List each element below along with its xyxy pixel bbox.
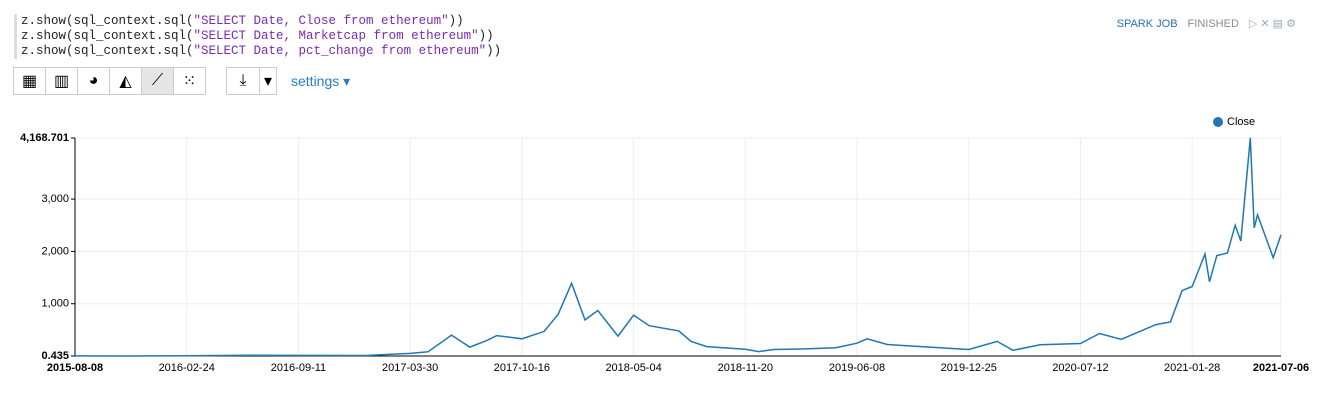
code-string: "SELECT Date, Close from ethereum" <box>193 14 449 28</box>
x-tick-label: 2018-05-04 <box>605 362 661 374</box>
toolbar: ▦ ▥ ◕ ◭ ⟋ ⁙ ⤓ ▾ settings ▾ <box>13 67 351 95</box>
code-suffix: )) <box>448 14 464 28</box>
y-tick-label: 4,168.701 <box>20 132 69 144</box>
line-button[interactable]: ⟋ <box>141 67 174 95</box>
x-tick-label: 2021-07-06 <box>1253 362 1309 374</box>
area-button[interactable]: ◭ <box>109 67 142 95</box>
x-tick-label: 2016-09-11 <box>271 362 326 374</box>
y-tick-label: 0.435 <box>41 350 69 362</box>
code-suffix: )) <box>486 44 502 58</box>
x-tick-label: 2020-07-12 <box>1052 362 1108 374</box>
code-suffix: )) <box>478 29 494 43</box>
download-menu[interactable]: ▾ <box>259 67 277 95</box>
settings-menu[interactable]: settings ▾ <box>291 72 351 89</box>
line <box>74 137 1282 357</box>
code-prefix: z.show(sql_context.sql( <box>21 44 194 58</box>
x-tick-label: 2019-06-08 <box>829 362 885 374</box>
legend-marker <box>1213 117 1223 127</box>
x-tick-label: 2019-12-25 <box>941 362 997 374</box>
x-tick-label: 2021-01-28 <box>1164 362 1220 374</box>
code-editor[interactable]: z.show(sql_context.sql("SELECT Date, Clo… <box>14 14 501 59</box>
state: FINISHED <box>1187 17 1239 30</box>
y-tick-label: 1,000 <box>41 298 69 310</box>
x-tick-label: 2018-11-20 <box>718 362 773 374</box>
code-prefix: z.show(sql_context.sql( <box>21 14 194 28</box>
code-line: z.show(sql_context.sql("SELECT Date, Mar… <box>21 29 501 44</box>
spark-job[interactable]: SPARK JOB <box>1116 17 1178 30</box>
code-line: z.show(sql_context.sql("SELECT Date, Clo… <box>21 14 501 29</box>
status-bar: SPARK JOB FINISHED ▷ ✕ ▤ ⚙ <box>1116 17 1296 31</box>
y-tick-label: 2,000 <box>41 245 69 257</box>
code-string: "SELECT Date, Marketcap from ethereum" <box>193 29 479 43</box>
table-button[interactable]: ▦ <box>13 67 46 95</box>
x-tick-label: 2017-10-16 <box>494 362 550 374</box>
pie-button[interactable]: ◕ <box>77 67 110 95</box>
y-tick-label: 3,000 <box>41 193 69 205</box>
icons[interactable]: ▷ ✕ ▤ ⚙ <box>1248 18 1296 30</box>
bar-button[interactable]: ▥ <box>45 67 78 95</box>
x-tick-label: 2016-02-24 <box>159 362 215 374</box>
code-line: z.show(sql_context.sql("SELECT Date, pct… <box>21 44 501 59</box>
settings-label: settings <box>291 72 340 89</box>
download-button[interactable]: ⤓ <box>226 67 260 95</box>
code-prefix: z.show(sql_context.sql( <box>21 29 194 43</box>
x-tick-label: 2017-03-30 <box>382 362 438 374</box>
scatter-button[interactable]: ⁙ <box>173 67 206 95</box>
x-tick-label: 2015-08-08 <box>47 362 103 374</box>
legend-label: Close <box>1227 116 1255 128</box>
code-string: "SELECT Date, pct_change from ethereum" <box>193 44 487 58</box>
